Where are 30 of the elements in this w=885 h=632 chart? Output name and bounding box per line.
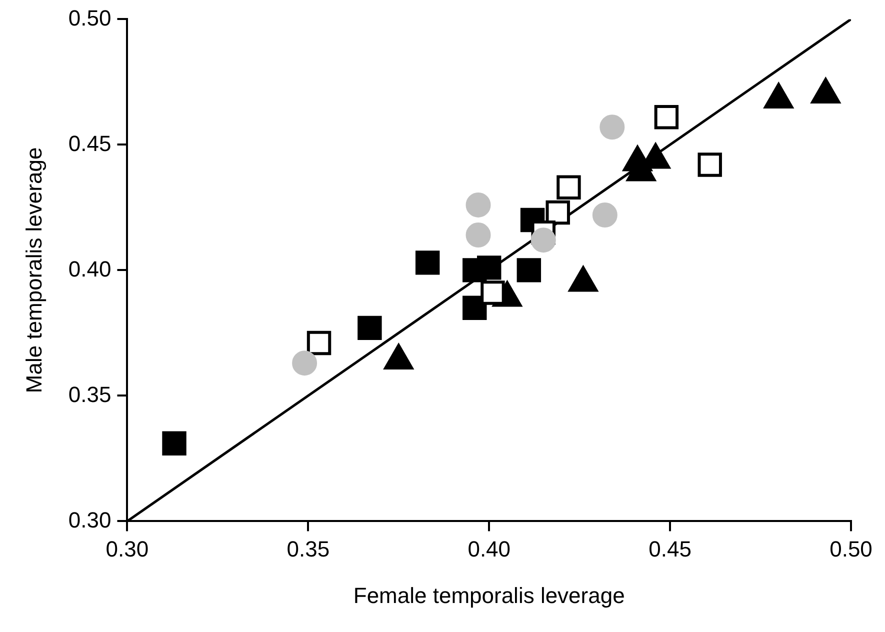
- point: [415, 250, 440, 275]
- point: [477, 256, 502, 280]
- x-tick-label: 0.50: [830, 536, 872, 562]
- point: [530, 228, 556, 253]
- point: [516, 258, 542, 282]
- y-tick-label: 0.40: [68, 256, 112, 282]
- point: [556, 175, 581, 200]
- y-tick-label: 0.35: [68, 382, 112, 407]
- x-tick-label: 0.30: [106, 536, 149, 562]
- y-tick-label: 0.30: [68, 507, 112, 532]
- x-tick-label: 0.45: [648, 536, 692, 562]
- point: [480, 280, 505, 305]
- point: [358, 316, 382, 340]
- point: [462, 296, 487, 320]
- point: [466, 222, 491, 248]
- point: [292, 350, 318, 376]
- y-tick-label: 0.50: [68, 5, 112, 30]
- point: [600, 114, 625, 140]
- point: [162, 431, 186, 456]
- x-tick-label: 0.35: [286, 536, 330, 562]
- point: [592, 202, 618, 228]
- point: [654, 104, 679, 130]
- y-tick-label: 0.45: [68, 130, 112, 156]
- point: [546, 200, 570, 225]
- point: [698, 152, 722, 177]
- point: [466, 192, 491, 218]
- y-axis-title: Male temporalis leverage: [21, 147, 46, 394]
- x-tick-label: 0.40: [468, 536, 511, 562]
- point: [306, 330, 332, 356]
- x-axis-title: Female temporalis leverage: [353, 582, 625, 608]
